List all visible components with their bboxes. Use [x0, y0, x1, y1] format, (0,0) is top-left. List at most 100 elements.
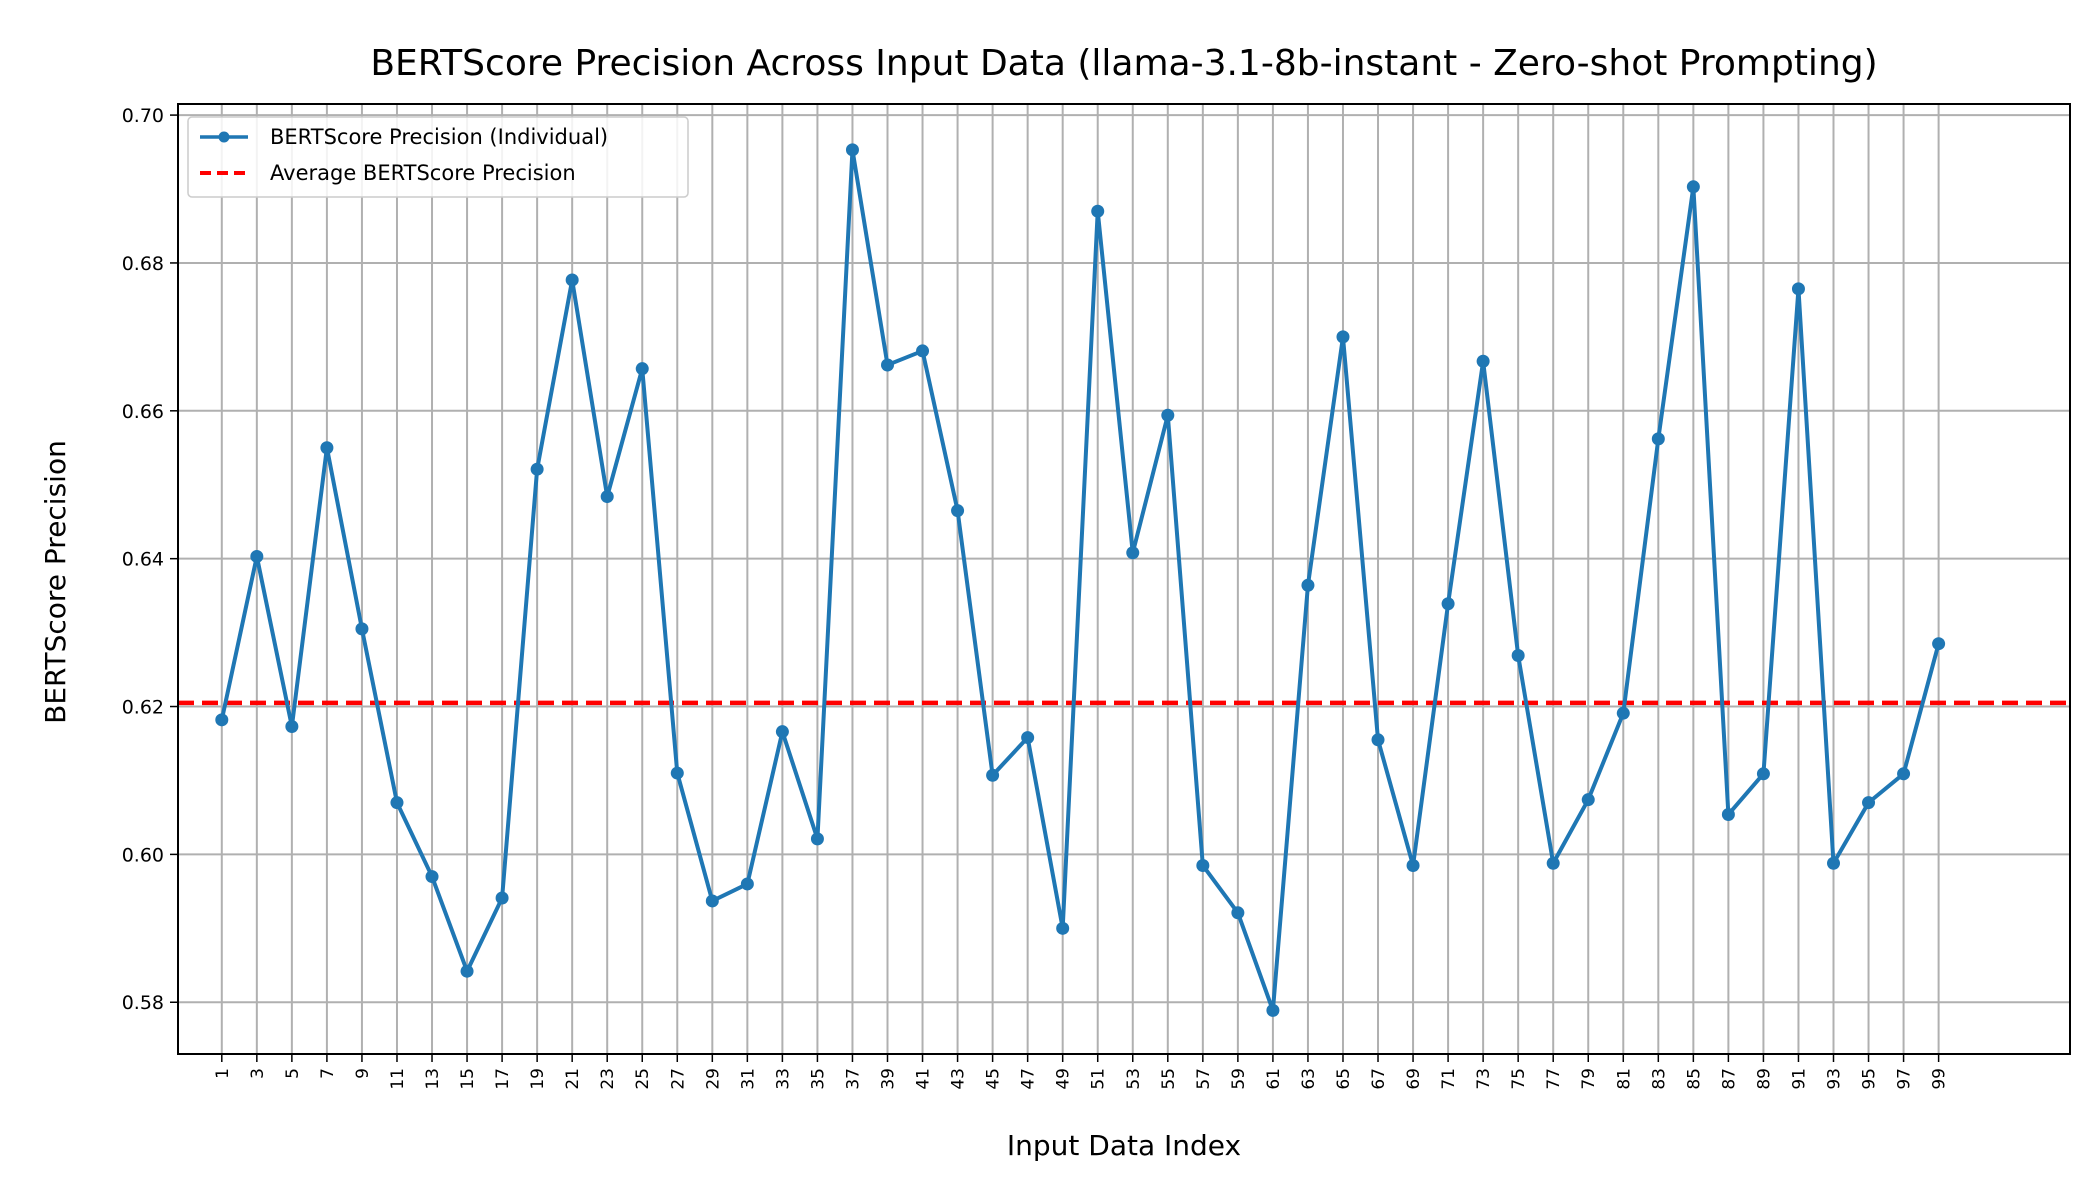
x-tick-label: 77 [1544, 1068, 1564, 1090]
data-point [1126, 546, 1140, 560]
x-tick-label: 29 [703, 1068, 723, 1090]
x-tick-label: 25 [633, 1068, 653, 1090]
x-tick-label: 91 [1789, 1068, 1809, 1090]
x-tick-label: 61 [1264, 1068, 1284, 1090]
y-tick-label: 0.58 [122, 992, 164, 1014]
x-tick-label: 73 [1474, 1068, 1494, 1090]
data-point [845, 143, 859, 157]
data-point [495, 891, 509, 905]
legend-marker-individual [218, 131, 230, 143]
x-tick-label: 53 [1124, 1068, 1144, 1090]
x-axis-ticks: 1 3 5 7 9 11 13 15 17 19 21 23 25 27 29 31 33 35 37 39 41 43 4… [213, 1054, 1950, 1090]
data-point [250, 549, 264, 563]
data-point [390, 796, 404, 810]
data-point [1336, 330, 1350, 344]
series-line-individual [219, 147, 1941, 1013]
data-point [425, 870, 439, 884]
data-point [215, 713, 229, 727]
data-point [1511, 649, 1525, 663]
data-point [1161, 408, 1175, 422]
data-point [1932, 637, 1946, 651]
x-tick-label: 27 [668, 1068, 688, 1090]
data-point [670, 766, 684, 780]
data-point [635, 362, 649, 376]
x-tick-label: 85 [1684, 1068, 1704, 1090]
data-point [1301, 578, 1315, 592]
data-point [1546, 856, 1560, 870]
x-tick-label: 63 [1299, 1068, 1319, 1090]
data-point [951, 504, 965, 518]
x-axis-label: Input Data Index [1007, 1129, 1241, 1162]
x-tick-label: 51 [1089, 1068, 1109, 1090]
x-tick-label: 35 [808, 1068, 828, 1090]
x-tick-label: 99 [1930, 1068, 1950, 1090]
x-tick-label: 3 [248, 1068, 268, 1079]
x-tick-label: 49 [1054, 1068, 1074, 1090]
x-tick-label: 15 [458, 1068, 478, 1090]
x-tick-label: 37 [843, 1068, 863, 1090]
data-point [600, 490, 614, 504]
y-tick-label: 0.68 [122, 253, 164, 275]
x-tick-label: 87 [1719, 1068, 1739, 1090]
x-tick-label: 83 [1649, 1068, 1669, 1090]
data-point [355, 622, 369, 636]
data-point [916, 344, 930, 358]
x-tick-label: 21 [563, 1068, 583, 1090]
x-tick-label: 1 [213, 1068, 233, 1079]
data-point [460, 964, 474, 978]
data-point [1266, 1003, 1280, 1017]
data-point [986, 768, 1000, 782]
plot-frame [177, 103, 2071, 1055]
legend: BERTScore Precision (Individual) Average… [187, 116, 689, 198]
x-tick-label: 43 [949, 1068, 969, 1090]
data-point [1056, 921, 1070, 935]
data-point [1616, 706, 1630, 720]
data-point [705, 894, 719, 908]
data-point [1476, 354, 1490, 368]
x-tick-label: 93 [1825, 1068, 1845, 1090]
data-point [1791, 282, 1805, 296]
x-tick-label: 69 [1404, 1068, 1424, 1090]
chart-title: BERTScore Precision Across Input Data (l… [370, 43, 1877, 84]
data-point [1091, 204, 1105, 218]
data-point [530, 462, 544, 476]
legend-label-individual: BERTScore Precision (Individual) [270, 125, 608, 149]
x-tick-label: 31 [738, 1068, 758, 1090]
x-tick-label: 7 [318, 1068, 338, 1079]
x-tick-label: 65 [1334, 1068, 1354, 1090]
data-point [1231, 906, 1245, 920]
data-point [1441, 597, 1455, 611]
data-point [1371, 733, 1385, 747]
data-point [810, 832, 824, 846]
legend-label-average: Average BERTScore Precision [270, 161, 576, 185]
data-point [1686, 180, 1700, 194]
data-point [740, 877, 754, 891]
x-tick-label: 39 [879, 1068, 899, 1090]
y-tick-label: 0.66 [122, 401, 164, 423]
data-point [1862, 796, 1876, 810]
x-tick-label: 9 [353, 1068, 373, 1079]
x-tick-label: 95 [1860, 1068, 1880, 1090]
x-tick-label: 55 [1159, 1068, 1179, 1090]
y-axis-label: BERTScore Precision [39, 440, 72, 724]
x-tick-label: 45 [984, 1068, 1004, 1090]
x-tick-label: 41 [914, 1068, 934, 1090]
x-tick-label: 47 [1019, 1068, 1039, 1090]
x-tick-label: 59 [1229, 1068, 1249, 1090]
y-tick-label: 0.64 [122, 549, 164, 571]
x-tick-label: 71 [1439, 1068, 1459, 1090]
x-tick-label: 11 [388, 1068, 408, 1090]
grid [178, 104, 2070, 1054]
data-point [1756, 767, 1770, 781]
x-tick-label: 5 [283, 1068, 303, 1079]
x-tick-label: 75 [1509, 1068, 1529, 1090]
data-point [285, 719, 299, 733]
x-tick-label: 97 [1895, 1068, 1915, 1090]
x-tick-label: 79 [1579, 1068, 1599, 1090]
x-tick-label: 67 [1369, 1068, 1389, 1090]
data-point [1406, 858, 1420, 872]
series-layer [215, 143, 1946, 1017]
x-tick-label: 89 [1754, 1068, 1774, 1090]
data-point [881, 358, 894, 372]
